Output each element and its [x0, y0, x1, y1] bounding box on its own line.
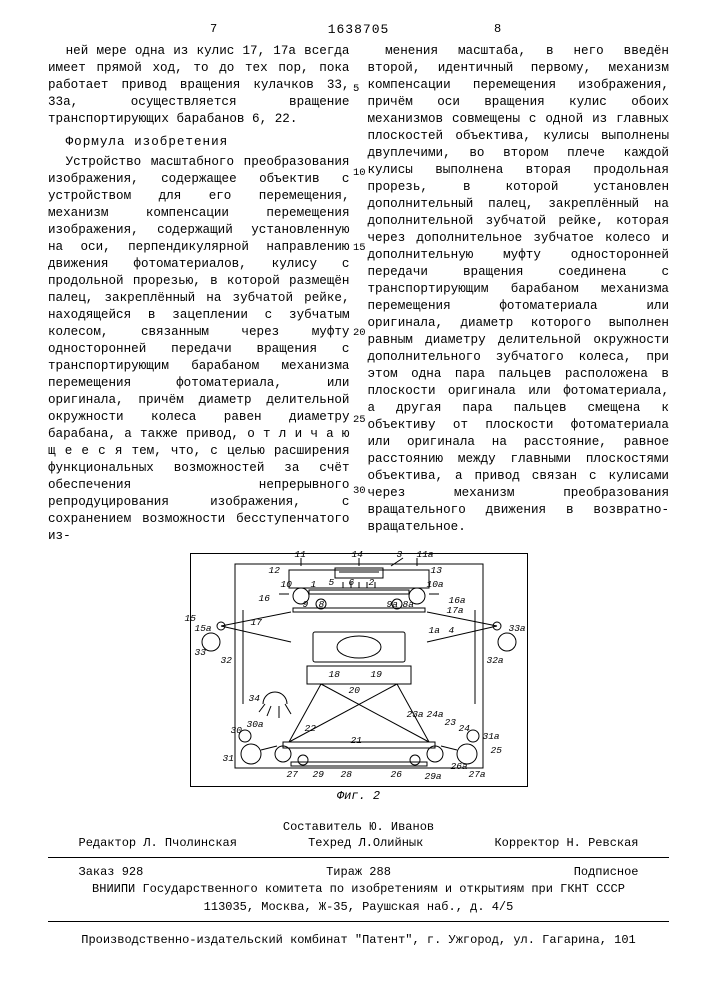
left-column: ней мере одна из кулис 17, 17а всегда им… — [48, 43, 350, 545]
order-number: Заказ 928 — [79, 864, 144, 880]
text-columns: ней мере одна из кулис 17, 17а всегда им… — [48, 43, 669, 545]
institute: ВНИИПИ Государственного комитета по изоб… — [48, 881, 669, 897]
claims-heading: Формула изобретения — [48, 134, 350, 151]
line-number: 25 — [353, 415, 366, 426]
figure-2: 11 14 3 11a 12 10 1 5 6 13 16 2 10a 9 8 … — [190, 553, 528, 803]
body-text: ней мере одна из кулис 17, 17а всегда им… — [48, 43, 350, 128]
proofreader: Корректор Н. Ревская — [494, 835, 638, 851]
line-number: 15 — [353, 243, 366, 254]
figure-diagram: 11 14 3 11a 12 10 1 5 6 13 16 2 10a 9 8 … — [190, 553, 528, 787]
tech-editor: Техред Л.Олийнык — [308, 835, 423, 851]
line-number: 5 — [353, 84, 359, 95]
diagram-svg — [191, 554, 527, 786]
document-number: 1638705 — [48, 22, 669, 37]
line-number: 10 — [353, 168, 366, 179]
line-number: 30 — [353, 486, 366, 497]
col-number-left: 7 — [210, 22, 217, 36]
institute-address: 113035, Москва, Ж-35, Раушская наб., д. … — [48, 899, 669, 915]
colophon: Составитель Ю. Иванов Редактор Л. Пчолин… — [48, 819, 669, 948]
body-text: менения масштаба, в него введён второй, … — [368, 43, 670, 536]
col-number-right: 8 — [494, 22, 501, 36]
right-column: менения масштаба, в него введён второй, … — [368, 43, 670, 545]
editor: Редактор Л. Пчолинская — [79, 835, 237, 851]
compiler: Составитель Ю. Иванов — [48, 819, 669, 835]
print-run: Тираж 288 — [326, 864, 391, 880]
line-number: 20 — [353, 328, 366, 339]
figure-caption: Фиг. 2 — [190, 789, 528, 803]
publisher: Производственно-издательский комбинат "П… — [48, 932, 669, 948]
body-text: Устройство масштабного преобразования из… — [48, 154, 350, 545]
subscription: Подписное — [574, 864, 639, 880]
